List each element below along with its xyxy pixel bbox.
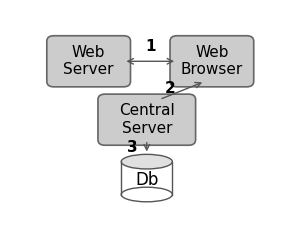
Ellipse shape [121, 154, 172, 169]
Text: Central
Server: Central Server [119, 104, 175, 136]
FancyBboxPatch shape [170, 36, 254, 87]
FancyBboxPatch shape [98, 94, 196, 145]
Text: Web
Browser: Web Browser [181, 45, 243, 77]
Polygon shape [121, 162, 172, 195]
Text: 1: 1 [145, 39, 155, 54]
Text: Db: Db [135, 171, 158, 189]
Text: Web
Server: Web Server [63, 45, 114, 77]
Text: 3: 3 [127, 140, 137, 155]
FancyBboxPatch shape [47, 36, 130, 87]
Ellipse shape [121, 187, 172, 202]
Text: 2: 2 [165, 81, 176, 96]
